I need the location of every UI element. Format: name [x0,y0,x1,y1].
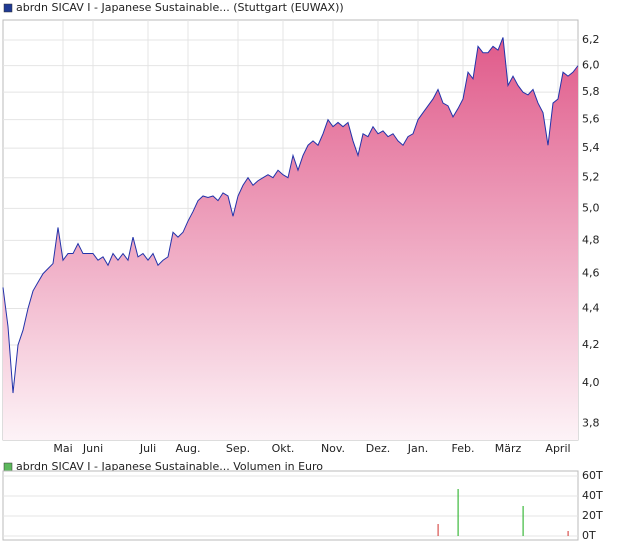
volume-bar [437,524,439,536]
line [2,37,579,394]
x-tick-label: März [495,442,522,455]
y-tick-label: 4,0 [582,376,600,389]
y-tick-label: 4,4 [582,302,600,315]
x-tick-label: Dez. [366,442,391,455]
area [3,37,578,441]
x-tick-label: Jan. [407,442,428,455]
x-tick-label: Aug. [176,442,201,455]
y-tick-label: 5,8 [582,85,600,98]
legend-label: abrdn SICAV I - Japanese Sustainable... … [16,460,323,473]
volume-bar [522,506,524,536]
volume-bar [457,489,459,536]
legend-swatch [3,3,13,13]
y-tick-label: 6,2 [582,33,600,46]
y-tick-label: 3,8 [582,416,600,429]
y-tick-label: 6,0 [582,59,600,72]
x-tick-label: Mai [53,442,72,455]
y-tick-label: 4,6 [582,267,600,280]
y-tick-label: 60T [582,469,603,482]
y-tick-label: 5,2 [582,171,600,184]
y-tick-label: 5,6 [582,113,600,126]
y-tick-label: 5,4 [582,141,600,154]
x-tick-label: Okt. [272,442,295,455]
y-tick-label: 4,2 [582,338,600,351]
x-tick-label: Nov. [321,442,345,455]
plot-area [2,470,579,541]
y-tick-label: 40T [582,489,603,502]
y-tick-label: 0T [582,529,596,542]
y-tick-label: 5,0 [582,201,600,214]
x-tick-label: Juli [139,442,156,455]
legend-label: abrdn SICAV I - Japanese Sustainable... … [16,1,344,14]
y-tick-label: 4,8 [582,233,600,246]
volume-bar [567,531,569,536]
x-tick-label: Juni [82,442,103,455]
x-tick-label: Feb. [452,442,475,455]
x-tick-label: April [545,442,570,455]
legend-swatch [3,462,13,472]
y-tick-label: 20T [582,509,603,522]
x-tick-label: Sep. [226,442,250,455]
